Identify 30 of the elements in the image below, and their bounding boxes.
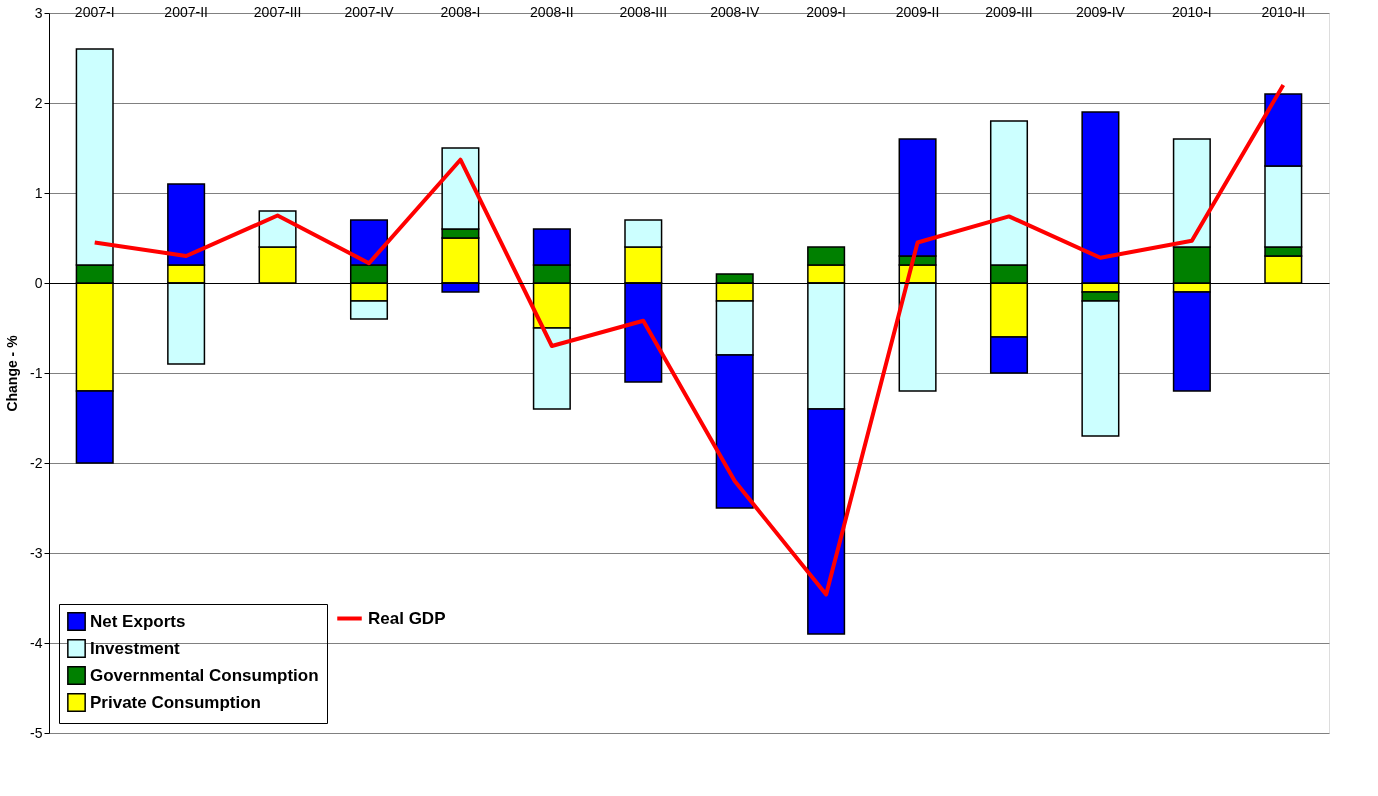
- y-tick-label: -4: [30, 634, 43, 651]
- x-tick-label: 2010-I: [1172, 3, 1212, 20]
- legend-label: Governmental Consumption: [90, 665, 319, 685]
- y-tick-label: 0: [34, 274, 43, 291]
- y-tick-label: 3: [34, 4, 43, 21]
- x-tick-label: 2007-III: [253, 3, 302, 20]
- y-axis-title: Change - %: [4, 334, 21, 412]
- y-tick-label: -5: [30, 724, 43, 741]
- legend-label: Private Consumption: [90, 692, 261, 712]
- legend-label: Net Exports: [90, 611, 186, 631]
- x-tick-label: 2008-I: [440, 3, 481, 20]
- x-tick-label: 2007-IV: [344, 3, 395, 20]
- x-tick-label: 2009-I: [806, 3, 846, 20]
- x-tick-label: 2009-IV: [1075, 3, 1126, 20]
- y-tick-label: -2: [30, 454, 43, 471]
- x-tick-label: 2010-II: [1261, 3, 1306, 20]
- line-series: [92, 83, 1286, 597]
- x-tick-label: 2009-III: [985, 3, 1033, 20]
- y-tick-label: 2: [34, 94, 43, 111]
- x-tick-label: 2007-I: [74, 3, 115, 20]
- y-tick-label: -1: [30, 364, 43, 381]
- x-tick-label: 2007-II: [164, 3, 208, 20]
- x-tick-label: 2009-II: [895, 3, 940, 20]
- x-tick-label: 2008-III: [619, 3, 668, 20]
- y-tick-label: -3: [30, 544, 43, 561]
- legend-label: Investment: [90, 638, 181, 658]
- x-tick-label: 2008-II: [530, 3, 574, 20]
- x-tick-label: 2008-IV: [710, 3, 760, 20]
- legend-label: Real GDP: [368, 608, 446, 628]
- y-tick-label: 1: [34, 184, 43, 201]
